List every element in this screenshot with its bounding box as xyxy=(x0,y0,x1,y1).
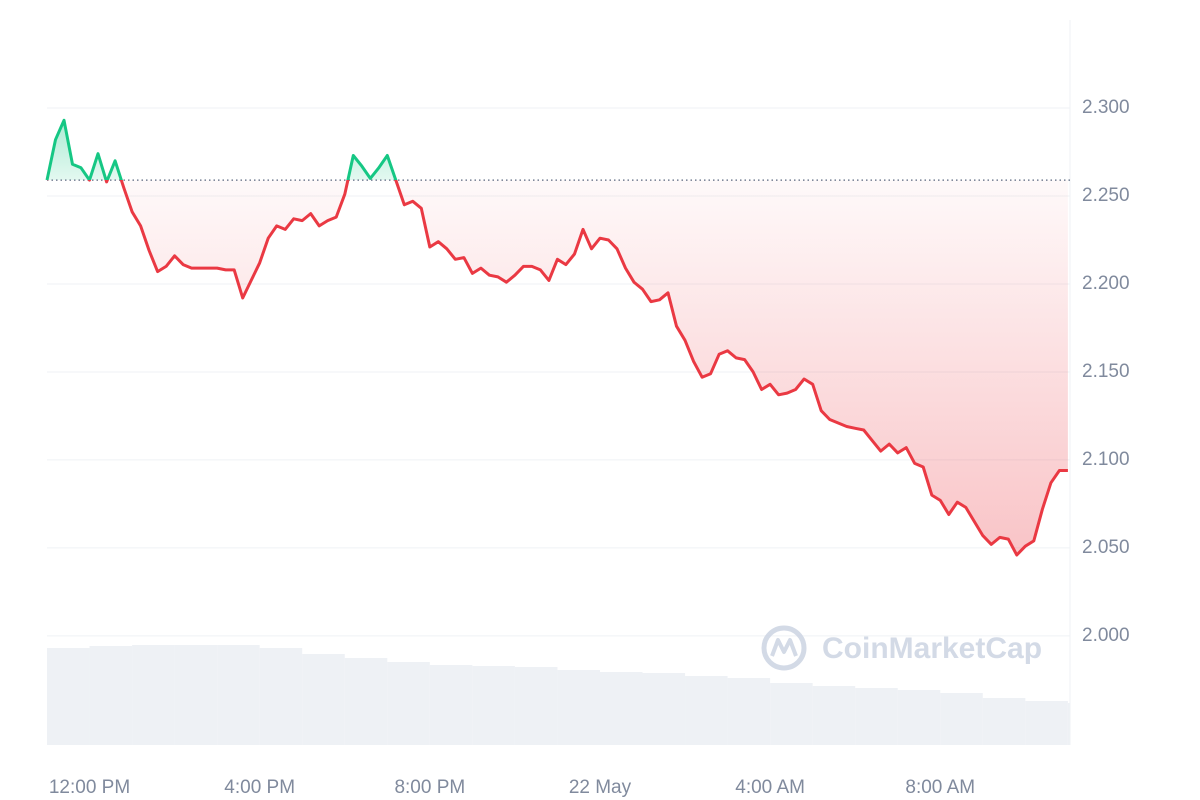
volume-bar xyxy=(344,658,388,745)
watermark-text: CoinMarketCap xyxy=(822,632,1042,665)
volume-bar xyxy=(302,654,345,745)
watermark: CoinMarketCap xyxy=(761,625,1042,671)
x-tick-label: 12:00 PM xyxy=(49,777,130,798)
volume-bar xyxy=(259,648,303,745)
watermark-logo-mark xyxy=(770,638,798,657)
y-tick-label: 2.000 xyxy=(1082,625,1130,646)
volume-bar xyxy=(472,666,515,745)
volume-bar xyxy=(89,646,133,745)
y-tick-label: 2.200 xyxy=(1082,273,1130,294)
volume-bar xyxy=(727,678,771,745)
y-tick-label: 2.250 xyxy=(1082,185,1130,206)
volume-bar xyxy=(642,673,686,745)
y-tick-label: 2.300 xyxy=(1082,97,1130,118)
y-tick-label: 2.150 xyxy=(1082,361,1130,382)
volume-bar xyxy=(812,686,856,745)
x-tick-label: 8:00 PM xyxy=(394,777,465,798)
volume-bar xyxy=(1067,703,1070,745)
x-tick-label: 4:00 PM xyxy=(224,777,295,798)
volume-bar xyxy=(770,683,813,745)
watermark-logo xyxy=(761,625,807,671)
x-tick-label: 4:00 AM xyxy=(735,777,805,798)
volume-layer xyxy=(47,645,1070,745)
volume-bar xyxy=(387,662,430,745)
volume-bar xyxy=(47,648,90,745)
volume-bar xyxy=(685,676,728,745)
volume-bar xyxy=(982,698,1026,745)
volume-bar xyxy=(217,645,260,745)
label-layer: 2.000 2.050 2.100 2.150 2.200 2.250 2.300 12:00… xyxy=(49,97,1130,798)
volume-bar xyxy=(557,670,600,745)
y-tick-label: 2.050 xyxy=(1082,537,1130,558)
volume-bar xyxy=(132,645,175,745)
x-tick-label: 8:00 AM xyxy=(905,777,975,798)
volume-bar xyxy=(429,665,473,745)
volume-bar xyxy=(599,672,643,745)
volume-bar xyxy=(897,690,941,745)
y-tick-label: 2.100 xyxy=(1082,449,1130,470)
volume-bar xyxy=(940,693,983,745)
price-area xyxy=(47,120,1068,556)
x-tick-label: 22 May xyxy=(569,777,632,798)
plot-layer xyxy=(45,118,1070,557)
volume-bar xyxy=(1025,701,1068,745)
volume-bar xyxy=(514,667,558,745)
volume-bar xyxy=(855,688,898,745)
volume-bar xyxy=(174,645,218,745)
price-line xyxy=(45,118,1068,557)
